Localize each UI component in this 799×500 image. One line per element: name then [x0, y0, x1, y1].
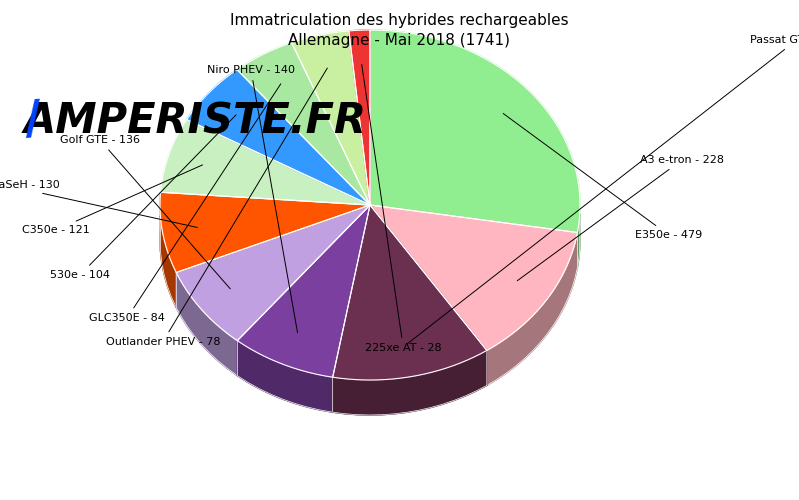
Text: E350e - 479: E350e - 479 — [503, 114, 702, 240]
Text: 225xe AT - 28: 225xe AT - 28 — [362, 64, 442, 353]
Text: C350e - 121: C350e - 121 — [22, 165, 202, 235]
Text: AMPERISTE.FR: AMPERISTE.FR — [24, 100, 367, 142]
Text: A3 e-tron - 228: A3 e-tron - 228 — [517, 155, 724, 280]
Text: /: / — [22, 98, 43, 144]
Polygon shape — [370, 30, 580, 232]
Polygon shape — [237, 205, 370, 377]
Text: Outlander PHEV - 78: Outlander PHEV - 78 — [105, 68, 328, 347]
Polygon shape — [160, 192, 370, 272]
Polygon shape — [237, 42, 370, 205]
Polygon shape — [487, 232, 578, 386]
Polygon shape — [177, 272, 237, 376]
Polygon shape — [187, 70, 370, 205]
Polygon shape — [161, 216, 177, 308]
Polygon shape — [370, 205, 578, 350]
Polygon shape — [160, 65, 580, 415]
Text: GLC350E - 84: GLC350E - 84 — [89, 84, 280, 323]
Polygon shape — [332, 350, 487, 415]
Polygon shape — [161, 120, 370, 205]
Text: Niro PHEV - 140: Niro PHEV - 140 — [207, 65, 297, 332]
Polygon shape — [237, 340, 332, 412]
Polygon shape — [177, 205, 370, 340]
Polygon shape — [332, 205, 487, 380]
Polygon shape — [349, 30, 370, 205]
Polygon shape — [578, 214, 580, 268]
Text: Immatriculation des hybrides rechargeables: Immatriculation des hybrides rechargeabl… — [230, 12, 569, 28]
Text: PanameraSeH - 130: PanameraSeH - 130 — [0, 180, 197, 228]
Text: 530e - 104: 530e - 104 — [50, 115, 236, 280]
Text: Passat GTE - 213: Passat GTE - 213 — [407, 35, 799, 344]
Text: Golf GTE - 136: Golf GTE - 136 — [60, 135, 230, 289]
Polygon shape — [292, 31, 370, 205]
Text: Allemagne - Mai 2018 (1741): Allemagne - Mai 2018 (1741) — [288, 32, 511, 48]
